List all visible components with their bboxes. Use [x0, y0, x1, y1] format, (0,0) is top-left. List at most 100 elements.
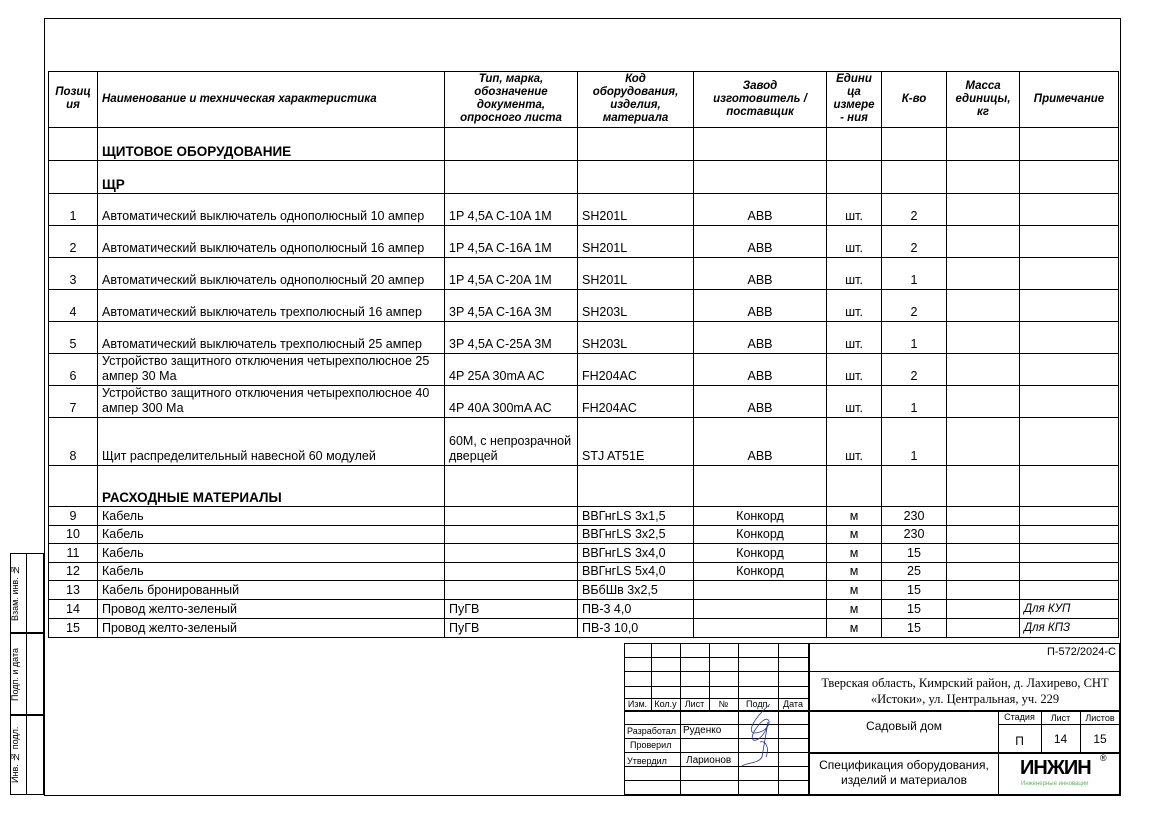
col-num: №	[718, 699, 729, 709]
cell-note	[1019, 289, 1119, 322]
cell-type	[444, 465, 578, 507]
cell-unit	[826, 127, 882, 161]
cell-type	[444, 580, 578, 600]
cell-note	[1019, 127, 1119, 161]
cell-type: 3P 4,5A C-25A 3M	[444, 321, 578, 354]
grid-line	[624, 724, 808, 725]
table-row: 1 Автоматический выключатель однополюсный…	[48, 193, 1119, 226]
cell-note	[1019, 353, 1119, 386]
cell-maker: ABB	[693, 353, 827, 386]
cell-unit: шт.	[826, 417, 882, 466]
cell-name: Устройство защитного отключения четырехп…	[97, 385, 445, 418]
cell-unit: м	[826, 543, 882, 563]
cell-type: 4P 40A 300mA AC	[444, 385, 578, 418]
logo-registered-mark: ®	[1100, 753, 1107, 763]
grid-line	[738, 643, 739, 710]
sheet-title: Спецификация оборудования, изделий и мат…	[819, 758, 989, 787]
cell-unit: м	[826, 562, 882, 581]
cell-pos: 11	[48, 543, 98, 563]
cell-mass	[946, 289, 1020, 322]
cell-type: 1P 4,5A C-20A 1M	[444, 257, 578, 290]
cell-qty: 2	[881, 353, 947, 386]
cell-unit: шт.	[826, 385, 882, 418]
grid-line	[1080, 710, 1081, 752]
cell-pos: 8	[48, 417, 98, 466]
grid-line	[808, 710, 1120, 712]
company-logo: ИНЖИН	[1020, 757, 1092, 779]
header-pos: Позиц ия	[48, 71, 98, 128]
project-address: Тверская область, Кимрский район, д. Лах…	[821, 676, 1109, 706]
cell-unit: м	[826, 599, 882, 619]
grid-line	[778, 643, 779, 710]
stage-label: Стадия	[1004, 712, 1035, 722]
cell-unit	[826, 465, 882, 507]
cell-type	[444, 562, 578, 581]
role-developed: Разработал	[627, 726, 676, 736]
sheets-value: 15	[1093, 732, 1107, 746]
cell-name: Кабель	[97, 543, 445, 563]
cell-pos: 1	[48, 193, 98, 226]
cell-note	[1019, 580, 1119, 600]
cell-code	[577, 160, 694, 194]
cell-unit: шт.	[826, 321, 882, 354]
cell-name: Устройство защитного отключения четырехп…	[97, 353, 445, 386]
cell-name: Кабель	[97, 506, 445, 526]
cell-pos: 9	[48, 506, 98, 526]
cell-type	[444, 506, 578, 526]
grid-line	[624, 686, 808, 687]
cell-code	[577, 465, 694, 507]
name-approved: Ларионов	[686, 755, 732, 766]
table-row: 3 Автоматический выключатель однополюсный…	[48, 257, 1119, 290]
cell-pos: 2	[48, 225, 98, 258]
cell-name: Провод желто-зеленый	[97, 618, 445, 638]
header-qty: К-во	[881, 71, 947, 128]
cell-maker: ABB	[693, 257, 827, 290]
cell-qty: 1	[881, 385, 947, 418]
cell-pos	[48, 160, 98, 194]
cell-qty	[881, 465, 947, 507]
cell-qty: 230	[881, 525, 947, 544]
header-mass: Масса единицы, кг	[946, 71, 1020, 128]
cell-name: ЩИТОВОЕ ОБОРУДОВАНИЕ	[97, 127, 445, 161]
cell-type: ПуГВ	[444, 599, 578, 619]
cell-unit: м	[826, 525, 882, 544]
sheet-value: 14	[1053, 732, 1068, 746]
grid-line	[624, 710, 808, 712]
cell-pos: 5	[48, 321, 98, 354]
cell-name: Автоматический выключатель однополюсный …	[97, 193, 445, 226]
cell-maker	[693, 599, 827, 619]
section-row: РАСХОДНЫЕ МАТЕРИАЛЫ	[48, 465, 1119, 507]
header-unit: Едини ца измере - ния	[826, 71, 882, 128]
cell-maker: Конкорд	[693, 562, 827, 581]
header-code: Код оборудования, изделия, материала	[577, 71, 694, 128]
grid-line	[998, 724, 1120, 725]
cell-qty: 1	[881, 257, 947, 290]
cell-note: Для КУП	[1019, 599, 1119, 619]
cell-unit: м	[826, 506, 882, 526]
drawing-frame	[44, 18, 1121, 796]
cell-pos: 3	[48, 257, 98, 290]
cell-unit: м	[826, 580, 882, 600]
cell-maker: ABB	[693, 385, 827, 418]
stamp-vzam	[10, 553, 44, 633]
grid-line	[808, 671, 1120, 672]
cell-name: Автоматический выключатель однополюсный …	[97, 225, 445, 258]
cell-note	[1019, 417, 1119, 466]
cell-type	[444, 525, 578, 544]
stamp-vzam-label: Взам. инв. №	[10, 564, 20, 622]
title-block	[624, 643, 1120, 795]
col-izm: Изм.	[627, 699, 648, 709]
cell-pos	[48, 127, 98, 161]
cell-mass	[946, 506, 1020, 526]
table-row: 9 Кабель ВВГнгLS 3х1,5 Конкорд м 230	[48, 506, 1119, 526]
cell-note	[1019, 562, 1119, 581]
cell-maker	[693, 160, 827, 194]
cell-pos: 10	[48, 525, 98, 544]
table-row: 7 Устройство защитного отключения четырех…	[48, 385, 1119, 418]
cell-mass	[946, 193, 1020, 226]
cell-mass	[946, 385, 1020, 418]
table-row: 14 Провод желто-зеленый ПуГВ ПВ-3 4,0 м 15 Для…	[48, 599, 1119, 619]
grid-line	[624, 657, 808, 658]
header-name: Наименование и техническая характеристик…	[97, 71, 445, 128]
table-header: Позиц ия Наименование и техническая хара…	[48, 71, 1119, 128]
